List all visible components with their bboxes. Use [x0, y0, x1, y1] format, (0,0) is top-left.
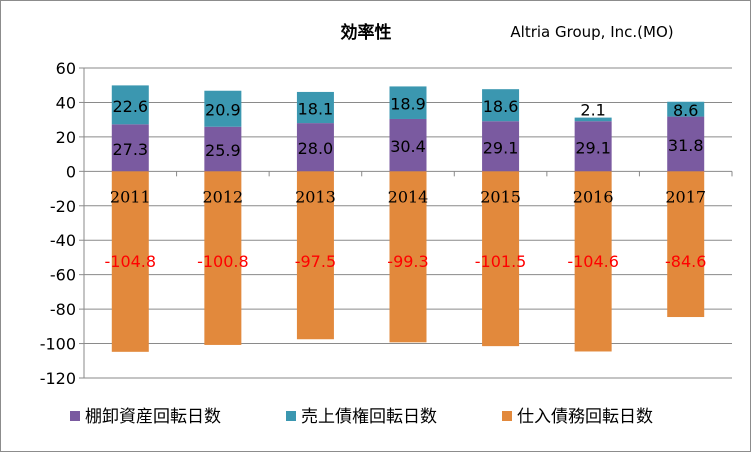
- data-label: 22.6: [112, 97, 148, 116]
- bar-segment: [296, 123, 334, 172]
- data-label: 27.3: [112, 140, 148, 159]
- legend: 棚卸資産回転日数 売上債権回転日数 仕入債務回転日数: [70, 407, 653, 427]
- bar-segment: [667, 171, 705, 318]
- legend-label: 棚卸資産回転日数: [85, 407, 221, 427]
- y-tick-label: -20: [50, 197, 76, 216]
- bar-segment: [111, 85, 149, 125]
- y-tick-label: 60: [56, 59, 76, 78]
- data-label: 28.0: [298, 139, 334, 158]
- data-label: 30.4: [390, 137, 426, 156]
- data-label: -101.5: [475, 252, 527, 271]
- y-tick-label: -40: [50, 231, 76, 250]
- y-tick-label: -120: [40, 369, 76, 388]
- data-label: 8.6: [673, 101, 698, 120]
- y-tick-label: -80: [50, 300, 76, 319]
- bar-segment: [204, 126, 242, 172]
- data-label: -104.8: [104, 252, 156, 271]
- data-label: 18.1: [298, 100, 334, 119]
- chart-title: 効率性: [341, 22, 392, 43]
- legend-label: 仕入債務回転日数: [517, 407, 653, 427]
- data-label: 29.1: [575, 138, 611, 157]
- bar-segment: [204, 171, 242, 345]
- legend-label: 売上債権回転日数: [301, 407, 437, 427]
- bar-segment: [389, 118, 427, 172]
- bar-segment: [296, 171, 334, 340]
- data-label: 31.8: [668, 136, 704, 155]
- chart-subtitle: Altria Group, Inc.(MO): [510, 23, 673, 41]
- x-tick-label: 2012: [202, 187, 243, 206]
- bar-segment: [574, 121, 612, 172]
- data-label: 18.6: [483, 97, 519, 116]
- x-tick-label: 2015: [480, 187, 521, 206]
- x-tick-label: 2011: [110, 187, 151, 206]
- data-labels: 27.3 22.6 -104.8 2011 25.9 20.9 -100.8 2012 28.0…: [104, 95, 706, 271]
- data-label: 29.1: [483, 138, 519, 157]
- y-tick-label: -100: [40, 335, 76, 354]
- x-tick-label: 2017: [665, 187, 706, 206]
- bar-segment: [296, 91, 334, 124]
- bar-segment: [482, 89, 520, 122]
- data-label: -84.6: [665, 252, 706, 271]
- data-label: -100.8: [197, 252, 249, 271]
- data-label: 25.9: [205, 141, 241, 160]
- bars: [111, 85, 705, 352]
- data-label: 20.9: [205, 101, 241, 120]
- data-label: -99.3: [387, 252, 428, 271]
- bar-segment: [574, 117, 612, 122]
- axes: -120 -100 -80 -60 -40 -20 0 20 40 60: [40, 59, 733, 388]
- y-tick-label: 40: [56, 93, 76, 112]
- bar-segment: [482, 171, 520, 347]
- legend-swatch: [70, 411, 80, 421]
- legend-swatch: [286, 411, 296, 421]
- bar-segment: [389, 171, 427, 343]
- bar-segment: [389, 86, 427, 119]
- data-label: -104.6: [567, 252, 619, 271]
- bar-segment: [204, 90, 242, 127]
- data-label: -97.5: [295, 252, 336, 271]
- y-tick-label: -60: [50, 266, 76, 285]
- legend-swatch: [502, 411, 512, 421]
- data-label: 18.9: [390, 95, 426, 114]
- y-tick-label: 20: [56, 128, 76, 147]
- y-tick-label: 0: [66, 162, 76, 181]
- x-tick-label: 2013: [295, 187, 336, 206]
- bar-segment: [574, 171, 612, 352]
- bar-segment: [667, 116, 705, 172]
- bar-segment: [111, 124, 149, 172]
- bar-segment: [667, 101, 705, 117]
- bar-segment: [111, 171, 149, 352]
- x-tick-label: 2014: [388, 187, 429, 206]
- bar-segment: [482, 121, 520, 172]
- x-tick-label: 2016: [573, 187, 614, 206]
- data-label: 2.1: [580, 101, 605, 120]
